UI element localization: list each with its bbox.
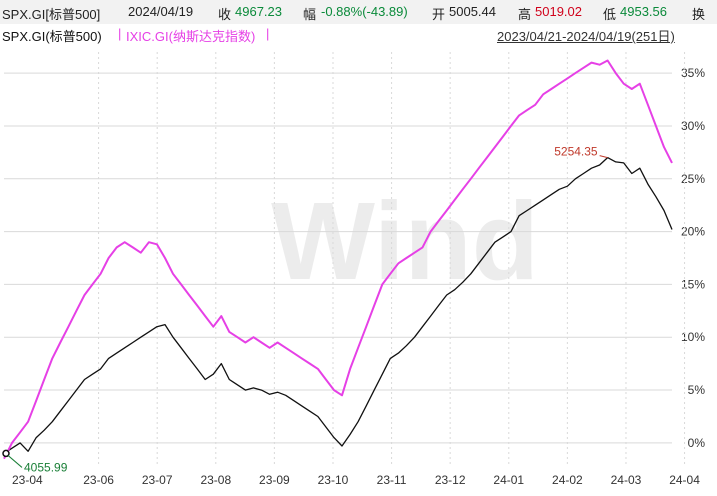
low-value: 4953.56	[620, 4, 667, 19]
close-label: 收	[218, 7, 232, 22]
y-tick-label: 35%	[681, 66, 705, 80]
x-tick-label: 23-07	[142, 473, 173, 487]
watermark-layer: Wind	[271, 180, 539, 303]
x-tick-label: 24-04	[669, 473, 700, 487]
legend-ixic[interactable]: IXIC.GI(纳斯达克指数)	[126, 29, 256, 44]
legend-bar: SPX.GI(标普500) | IXIC.GI(纳斯达克指数) | 2023/0…	[0, 24, 717, 44]
quote-symbol: SPX.GI[标普500]	[2, 7, 101, 22]
open-value: 5005.44	[449, 4, 496, 19]
close-value: 4967.23	[235, 4, 282, 19]
x-tick-label: 24-03	[611, 473, 642, 487]
x-tick-label: 23-10	[318, 473, 349, 487]
grid-layer: 0% 5% 10% 15% 20% 25% 30% 35% 23-04 23-06 23-07 23-…	[4, 52, 705, 487]
high-label: 5254.35	[554, 145, 598, 159]
ixic-line[interactable]	[3, 59, 673, 460]
x-tick-label: 23-11	[377, 473, 407, 487]
x-tick-label: 23-06	[83, 473, 114, 487]
open-label: 开	[432, 7, 446, 22]
x-tick-label: 23-04	[12, 473, 43, 487]
quote-bar: SPX.GI[标普500] 2024/04/19 收 4967.23 幅 -0.…	[0, 0, 717, 24]
legend-separator: |	[118, 26, 122, 41]
spx-line[interactable]	[3, 156, 673, 454]
x-tick-label: 23-09	[259, 473, 290, 487]
high-pointer	[599, 155, 608, 159]
series-layer	[3, 59, 673, 460]
legend-spx[interactable]: SPX.GI(标普500)	[2, 29, 102, 44]
x-tick-label: 23-08	[200, 473, 231, 487]
quote-date: 2024/04/19	[128, 4, 194, 19]
y-tick-label: 5%	[688, 383, 706, 397]
legend-separator-2: |	[266, 26, 270, 41]
y-tick-label: 20%	[681, 225, 705, 239]
label-layer: 5254.35 4055.99	[2, 145, 608, 474]
turnover-label: 换	[692, 7, 706, 22]
line-chart: Wind 0% 5% 10% 15% 20% 25% 30% 35% 23-04 23-06 23-…	[2, 52, 705, 487]
y-tick-label: 0%	[688, 436, 706, 450]
low-pointer	[7, 455, 23, 468]
x-tick-label: 24-02	[552, 473, 583, 487]
x-tick-label: 23-12	[435, 473, 466, 487]
x-tick-label: 24-01	[493, 473, 524, 487]
date-range-link[interactable]: 2023/04/21-2024/04/19(251日)	[497, 29, 675, 44]
low-label: 4055.99	[24, 460, 68, 474]
y-tick-label: 15%	[681, 277, 705, 291]
watermark-text: Wind	[271, 180, 539, 303]
low-label: 低	[603, 7, 617, 22]
start-marker	[2, 449, 10, 458]
change-value: -0.88%(-43.89)	[321, 4, 408, 19]
y-tick-label: 25%	[681, 172, 705, 186]
y-tick-label: 10%	[681, 330, 705, 344]
change-label: 幅	[303, 7, 317, 22]
high-value: 5019.02	[535, 4, 582, 19]
high-label: 高	[518, 7, 532, 22]
y-tick-label: 30%	[681, 119, 705, 133]
